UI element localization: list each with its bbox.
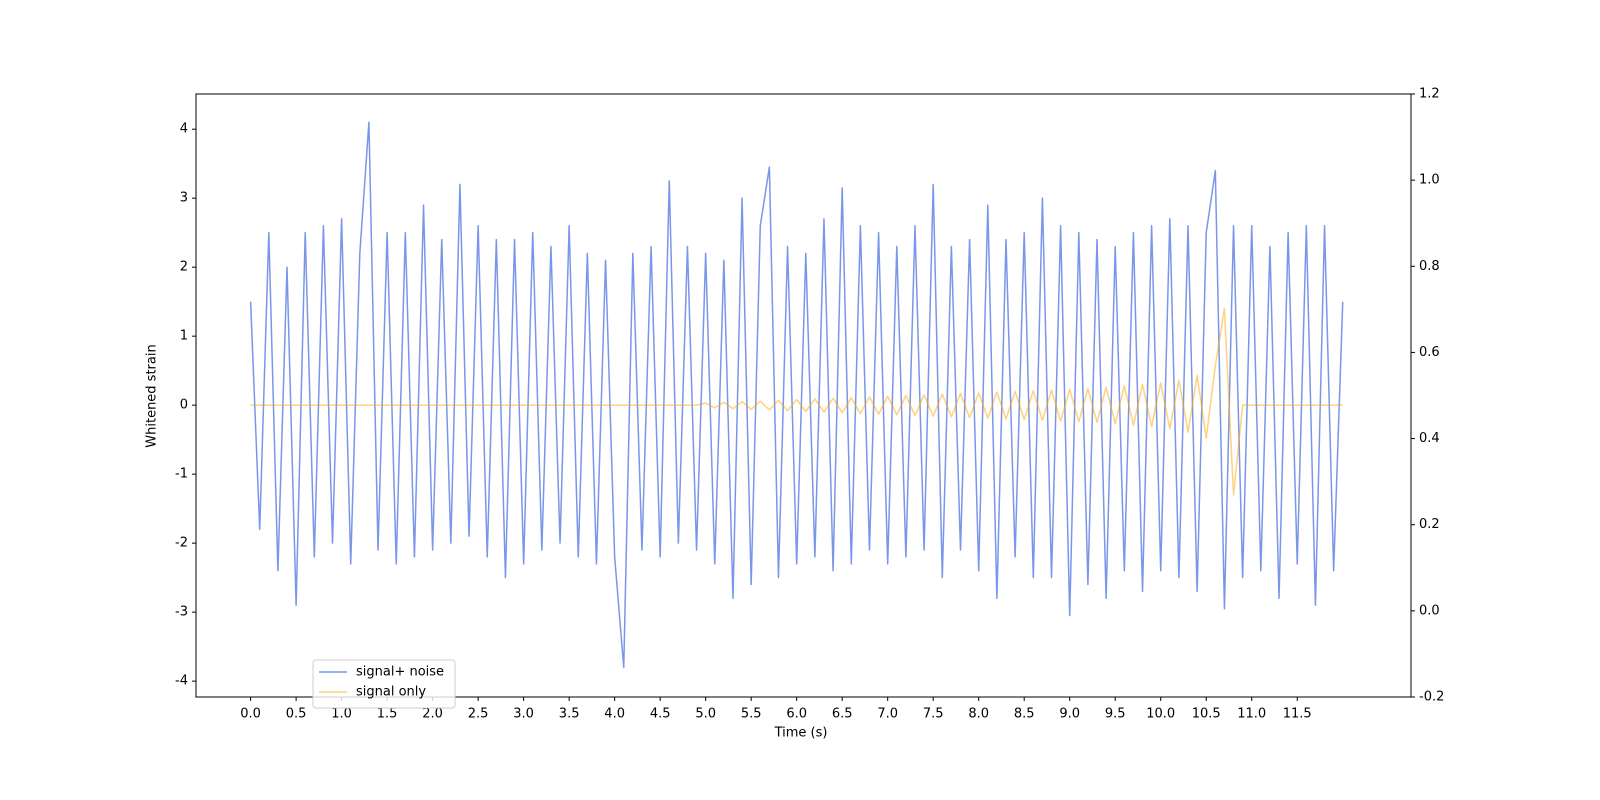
x-tick-label: 9.5: [1105, 707, 1126, 722]
y2-tick-label: -0.2: [1419, 690, 1444, 705]
y2-tick-label: 0.8: [1419, 259, 1440, 274]
x-tick-label: 4.0: [604, 707, 625, 722]
plot-frame: [195, 93, 1412, 698]
y2-tick-label: 0.6: [1419, 345, 1440, 360]
x-axis-label: Time (s): [774, 726, 828, 741]
x-tick-label: 6.5: [832, 707, 853, 722]
x-tick-label: 11.5: [1283, 707, 1312, 722]
y2-tick-label: 0.0: [1419, 603, 1440, 618]
x-tick-label: 9.0: [1059, 707, 1080, 722]
x-tick-label: 8.0: [968, 707, 989, 722]
y-axis-label: Whitened strain: [145, 344, 160, 447]
x-tick-label: 1.5: [377, 707, 398, 722]
x-tick-label: 11.0: [1237, 707, 1266, 722]
y-tick-label: -3: [175, 605, 188, 620]
x-tick-label: 10.0: [1146, 707, 1175, 722]
y2-tick-label: 1.2: [1419, 87, 1440, 102]
x-tick-label: 10.5: [1192, 707, 1221, 722]
x-tick-label: 1.0: [331, 707, 352, 722]
x-tick-label: 0.5: [286, 707, 307, 722]
x-tick-label: 0.0: [240, 707, 261, 722]
x-tick-label: 8.5: [1014, 707, 1035, 722]
x-tick-label: 2.0: [422, 707, 443, 722]
y-tick-label: 4: [180, 122, 188, 137]
legend-label: signal only: [356, 685, 426, 700]
x-tick-label: 5.0: [695, 707, 716, 722]
series-line: [249, 121, 1344, 669]
x-tick-label: 2.5: [468, 707, 489, 722]
legend-box: [312, 659, 456, 709]
x-tick-label: 7.5: [923, 707, 944, 722]
y2-tick-label: 1.0: [1419, 173, 1440, 188]
y-tick-label: -1: [175, 467, 188, 482]
y-tick-label: 0: [180, 398, 188, 413]
y-tick-label: -2: [175, 536, 188, 551]
x-tick-label: 4.5: [650, 707, 671, 722]
y-tick-label: -4: [175, 674, 188, 689]
x-tick-label: 3.0: [513, 707, 534, 722]
y2-tick-label: 0.2: [1419, 517, 1440, 532]
y-tick-label: 2: [180, 260, 188, 275]
y2-tick-label: 0.4: [1419, 431, 1440, 446]
series-line: [250, 307, 1343, 496]
y-tick-label: 1: [180, 329, 188, 344]
x-tick-label: 7.0: [877, 707, 898, 722]
y-tick-label: 3: [180, 191, 188, 206]
legend-label: signal+ noise: [356, 665, 444, 680]
x-tick-label: 3.5: [559, 707, 580, 722]
x-tick-label: 5.5: [741, 707, 762, 722]
x-tick-label: 6.0: [786, 707, 807, 722]
